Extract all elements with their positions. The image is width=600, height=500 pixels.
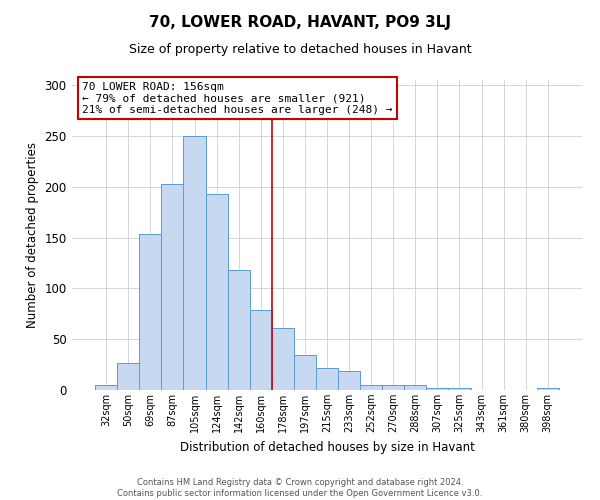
Bar <box>338 370 360 390</box>
Bar <box>161 184 184 390</box>
Text: Contains HM Land Registry data © Crown copyright and database right 2024.
Contai: Contains HM Land Registry data © Crown c… <box>118 478 482 498</box>
Y-axis label: Number of detached properties: Number of detached properties <box>26 142 38 328</box>
Bar <box>382 385 404 390</box>
Bar <box>250 310 272 390</box>
Text: Size of property relative to detached houses in Havant: Size of property relative to detached ho… <box>128 42 472 56</box>
X-axis label: Distribution of detached houses by size in Havant: Distribution of detached houses by size … <box>179 440 475 454</box>
Bar <box>117 362 139 390</box>
Bar <box>316 368 338 390</box>
Bar <box>427 388 448 390</box>
Bar <box>360 385 382 390</box>
Bar <box>139 234 161 390</box>
Bar <box>95 385 117 390</box>
Bar <box>184 136 206 390</box>
Text: 70, LOWER ROAD, HAVANT, PO9 3LJ: 70, LOWER ROAD, HAVANT, PO9 3LJ <box>149 15 451 30</box>
Bar <box>227 270 250 390</box>
Bar <box>448 388 470 390</box>
Bar <box>272 328 294 390</box>
Bar <box>537 388 559 390</box>
Bar <box>404 385 427 390</box>
Text: 70 LOWER ROAD: 156sqm
← 79% of detached houses are smaller (921)
21% of semi-det: 70 LOWER ROAD: 156sqm ← 79% of detached … <box>82 82 392 115</box>
Bar <box>206 194 227 390</box>
Bar <box>294 356 316 390</box>
